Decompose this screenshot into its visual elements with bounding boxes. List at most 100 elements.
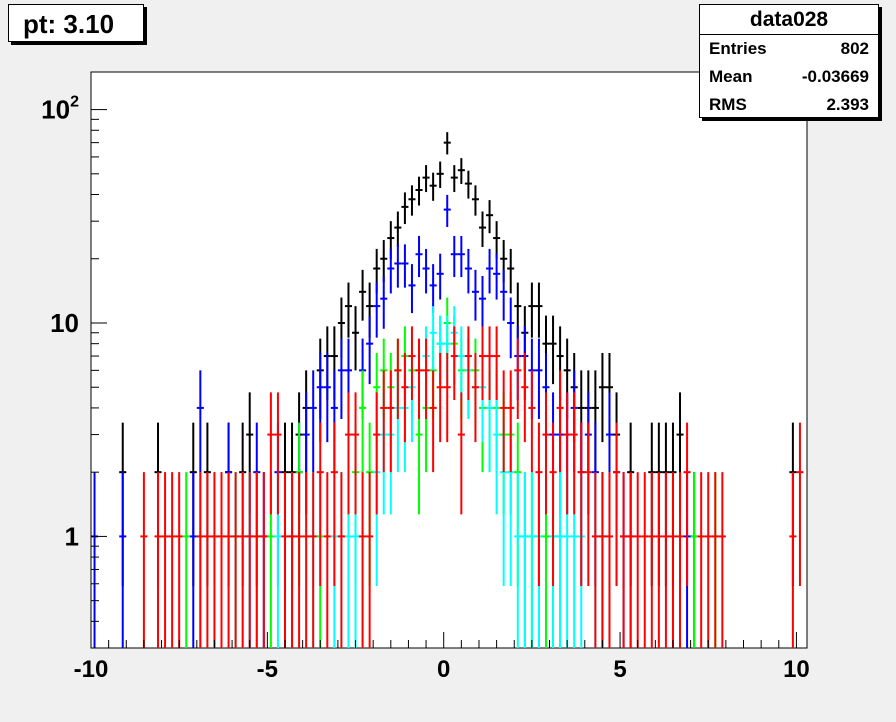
- plot-title: pt: 3.10: [8, 4, 144, 42]
- series-layer: [91, 132, 804, 648]
- data-point-4-71: [662, 472, 670, 648]
- data-point-4-68: [641, 472, 649, 648]
- data-point-4-21: [309, 472, 317, 648]
- data-point-0-33: [471, 185, 479, 216]
- data-point-4-1: [154, 472, 162, 648]
- data-point-0-51: [598, 352, 606, 443]
- data-point-3-31: [514, 472, 522, 648]
- data-point-4-4: [175, 472, 183, 648]
- data-point-4-32: [387, 370, 395, 473]
- data-point-4-52: [528, 370, 536, 473]
- data-point-1-36: [486, 248, 494, 294]
- data-point-0-23: [401, 192, 409, 225]
- data-point-0-16: [352, 306, 360, 371]
- data-point-4-78: [718, 472, 726, 648]
- data-point-1-14: [323, 352, 331, 443]
- x-tick-label: 0: [437, 656, 450, 683]
- data-point-4-19: [295, 472, 303, 648]
- data-point-4-74: [683, 422, 691, 586]
- data-point-4-24: [330, 422, 338, 586]
- x-tick-label: 10: [783, 656, 810, 683]
- data-point-1-34: [471, 269, 479, 321]
- data-point-1-25: [408, 264, 416, 314]
- data-point-4-50: [514, 338, 522, 419]
- stats-rms-value: 2.393: [826, 95, 869, 114]
- data-point-4-23: [323, 472, 331, 648]
- data-point-0-26: [422, 165, 430, 193]
- data-point-4-31: [380, 370, 388, 473]
- stats-mean-label: Mean: [709, 67, 753, 86]
- data-point-4-22: [316, 422, 324, 586]
- data-point-4-65: [620, 472, 628, 648]
- data-point-4-8: [217, 472, 226, 648]
- data-point-4-13: [253, 472, 261, 648]
- data-point-4-70: [655, 472, 663, 648]
- data-point-0-20: [380, 240, 388, 283]
- data-point-4-30: [373, 392, 381, 515]
- data-point-0-36: [493, 221, 501, 259]
- data-point-0-29: [443, 132, 451, 155]
- data-point-4-43: [464, 326, 472, 401]
- data-point-4-51: [521, 352, 529, 443]
- data-point-0-35: [486, 200, 494, 234]
- data-point-1-27: [422, 248, 430, 294]
- data-point-4-10: [232, 472, 240, 648]
- data-point-0-15: [344, 282, 353, 338]
- stats-mean-row: Mean -0.03669: [700, 63, 878, 91]
- data-point-3-36: [556, 472, 564, 648]
- data-point-4-76: [704, 472, 712, 648]
- data-point-4-49: [507, 370, 515, 473]
- stats-name: data028: [700, 5, 878, 35]
- data-point-4-7: [210, 472, 218, 648]
- axis-layer: -10 -5 0 5 10 1 10 102: [41, 94, 810, 683]
- data-point-1-12: [309, 370, 317, 473]
- data-point-4-62: [598, 472, 606, 648]
- x-tick-label: -10: [74, 656, 109, 683]
- data-point-4-61: [591, 472, 599, 648]
- plot-title-text: pt: 3.10: [23, 9, 115, 39]
- data-point-0-24: [408, 185, 416, 216]
- data-point-4-63: [605, 472, 614, 648]
- data-point-4-2: [161, 472, 169, 648]
- stats-box: data028 Entries 802 Mean -0.03669 RMS 2.…: [699, 4, 879, 118]
- data-point-1-43: [535, 338, 543, 419]
- data-point-0-25: [415, 176, 423, 206]
- data-point-4-18: [288, 472, 296, 648]
- data-point-4-75: [697, 472, 705, 648]
- data-point-1-31: [450, 235, 458, 278]
- data-point-1-39: [507, 297, 515, 359]
- data-point-1-1: [119, 472, 127, 648]
- data-point-1-30: [443, 194, 451, 228]
- data-point-0-34: [478, 211, 487, 247]
- data-point-4-11: [239, 472, 247, 648]
- data-point-4-28: [359, 472, 367, 648]
- data-point-2-39: [690, 472, 698, 648]
- data-point-4-45: [478, 326, 487, 401]
- data-point-4-64: [613, 422, 621, 586]
- data-point-1-38: [500, 269, 508, 321]
- data-point-4-27: [352, 392, 360, 515]
- data-point-0-30: [450, 165, 458, 193]
- data-point-0-38: [507, 248, 515, 294]
- data-point-4-58: [570, 392, 578, 515]
- data-point-4-3: [168, 472, 176, 648]
- data-point-4-9: [225, 472, 233, 648]
- data-point-4-15: [267, 392, 275, 515]
- y-tick-label: 102: [41, 94, 79, 125]
- data-point-4-67: [634, 472, 642, 648]
- stats-rms-row: RMS 2.393: [700, 91, 878, 119]
- y-tick-label: 10: [50, 308, 79, 338]
- data-point-4-16: [274, 392, 282, 515]
- stats-entries-row: Entries 802: [700, 35, 878, 63]
- data-point-4-25: [337, 472, 345, 648]
- data-point-1-21: [380, 275, 388, 329]
- data-point-4-40: [443, 352, 451, 443]
- data-point-4-60: [584, 422, 592, 586]
- data-point-4-57: [563, 392, 571, 515]
- stats-rms-label: RMS: [709, 95, 747, 114]
- data-point-4-0: [140, 472, 148, 648]
- data-point-1-24: [401, 244, 409, 288]
- data-point-1-29: [436, 253, 444, 300]
- stats-entries-value: 802: [840, 39, 869, 58]
